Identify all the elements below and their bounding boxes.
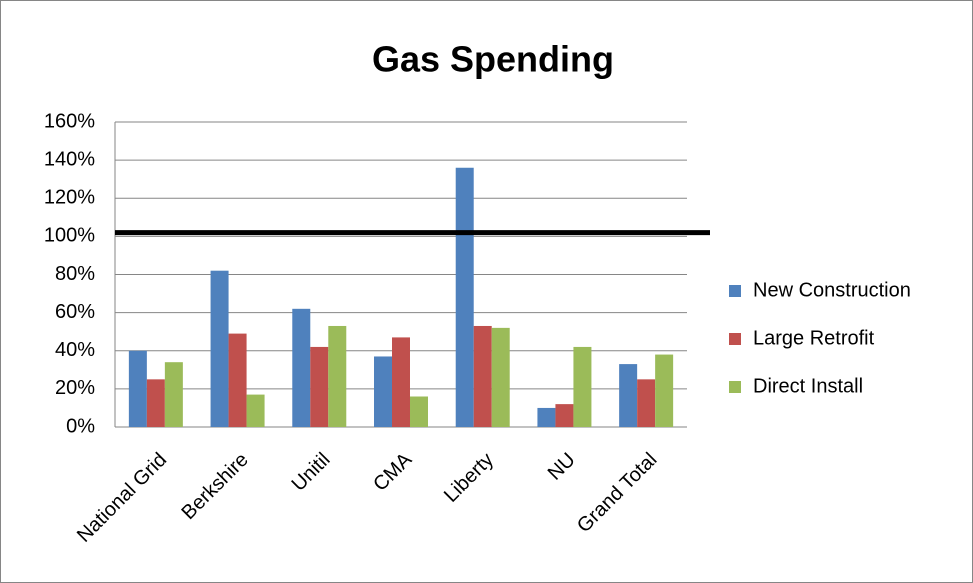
- bar: [146, 379, 165, 427]
- legend-label: Large Retrofit: [753, 327, 875, 349]
- y-tick-label: 0%: [66, 415, 95, 437]
- bar: [210, 270, 229, 427]
- legend-swatch: [729, 381, 741, 393]
- bar: [228, 333, 247, 427]
- bar: [328, 325, 347, 427]
- bar: [555, 404, 574, 427]
- y-tick-label: 60%: [55, 301, 95, 323]
- chart-title: Gas Spending: [372, 39, 614, 80]
- bar: [491, 327, 510, 427]
- bar: [473, 325, 492, 427]
- legend-label: Direct Install: [753, 375, 863, 397]
- y-tick-label: 120%: [44, 187, 95, 209]
- bar: [410, 396, 428, 427]
- y-tick-label: 140%: [44, 148, 95, 170]
- legend-swatch: [729, 285, 741, 297]
- bar: [637, 379, 656, 427]
- bar: [310, 346, 329, 427]
- bar: [292, 308, 311, 427]
- bar: [537, 407, 556, 427]
- legend-swatch: [729, 333, 741, 345]
- y-tick-label: 160%: [44, 110, 95, 132]
- y-tick-label: 80%: [55, 263, 95, 285]
- legend-label: New Construction: [753, 279, 911, 301]
- bar: [655, 354, 674, 427]
- bar: [573, 346, 592, 427]
- bar: [246, 394, 265, 427]
- bar: [392, 337, 410, 427]
- bar: [455, 167, 474, 427]
- y-tick-label: 20%: [55, 377, 95, 399]
- y-tick-label: 40%: [55, 339, 95, 361]
- bar: [619, 364, 638, 427]
- bar: [128, 350, 147, 427]
- bar: [374, 356, 392, 427]
- bar: [164, 362, 183, 427]
- y-tick-label: 100%: [44, 225, 95, 247]
